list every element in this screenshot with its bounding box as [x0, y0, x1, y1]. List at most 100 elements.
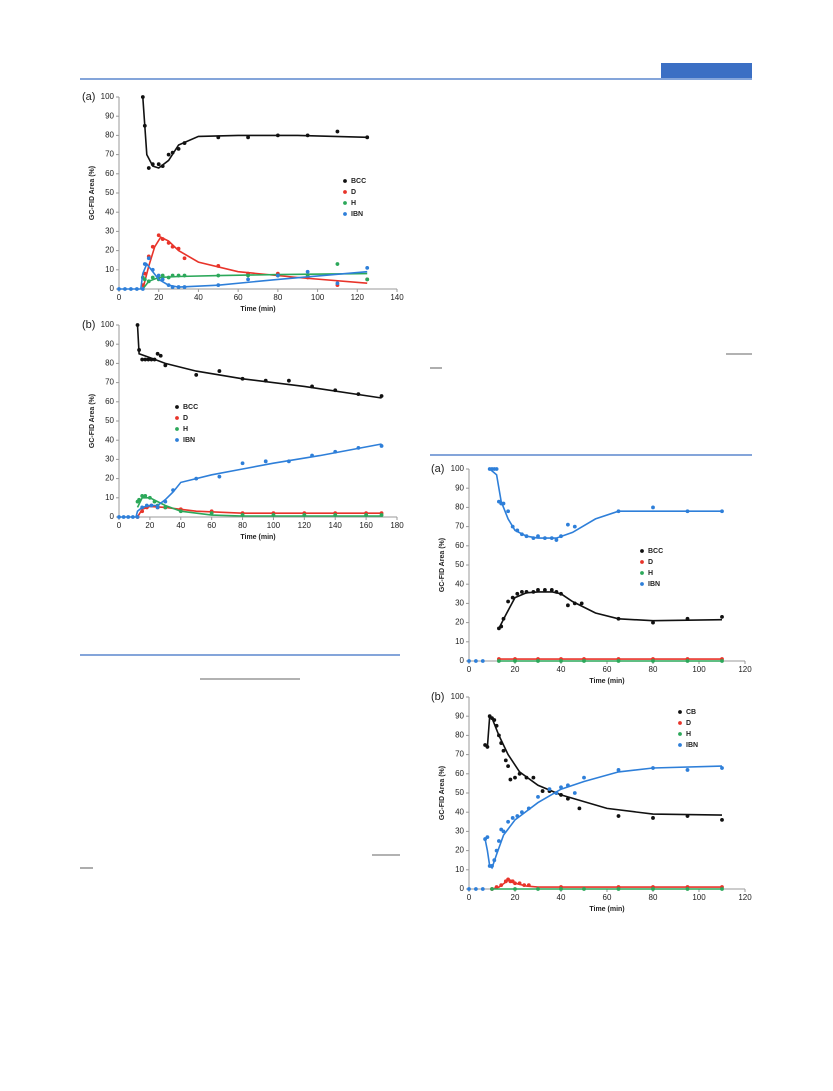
data-point	[379, 444, 384, 448]
data-point	[356, 445, 361, 450]
y-tick-label: 60	[455, 769, 464, 778]
data-point	[566, 796, 570, 801]
legend-label: BCC	[648, 548, 663, 555]
y-tick-label: 40	[105, 435, 114, 444]
data-point	[526, 806, 531, 811]
data-point	[524, 775, 529, 780]
data-point	[131, 515, 135, 519]
data-point	[182, 273, 187, 278]
data-point	[497, 659, 501, 663]
legend-label: CB	[686, 709, 696, 716]
data-point	[147, 495, 152, 500]
data-point	[616, 659, 621, 663]
data-point	[216, 135, 221, 140]
data-point	[554, 589, 559, 594]
data-point	[536, 794, 540, 799]
data-point	[559, 793, 563, 797]
data-point	[513, 775, 517, 780]
y-tick-label: 70	[105, 378, 114, 387]
data-point	[554, 791, 559, 795]
x-axis-title: Time (min)	[589, 906, 624, 913]
data-point	[497, 839, 501, 843]
y-tick-label: 30	[455, 827, 464, 836]
data-point	[501, 616, 506, 621]
data-point	[720, 817, 724, 822]
y-tick-label: 90	[455, 483, 464, 492]
data-point	[163, 505, 168, 510]
data-point	[540, 789, 545, 793]
data-point	[685, 887, 690, 891]
data-point	[170, 150, 175, 155]
data-point	[499, 883, 504, 888]
data-point	[474, 887, 478, 891]
y-axis-title: GC-FID Area (%)	[89, 166, 96, 220]
data-point	[559, 785, 563, 790]
data-point	[559, 591, 563, 596]
data-point	[501, 748, 506, 753]
data-point	[275, 273, 280, 278]
legend-marker	[640, 582, 644, 586]
data-point	[513, 887, 517, 891]
x-tick-label: 40	[176, 521, 185, 530]
x-tick-label: 0	[117, 521, 122, 530]
data-point	[543, 536, 547, 541]
data-point	[150, 162, 155, 167]
fit-line	[119, 262, 368, 290]
data-point	[559, 659, 563, 663]
data-point	[121, 515, 126, 519]
data-point	[182, 256, 187, 261]
x-tick-label: 100	[692, 893, 706, 902]
data-point	[171, 488, 175, 493]
legend-marker	[343, 190, 347, 194]
fit-line	[484, 714, 723, 816]
data-point	[178, 509, 183, 514]
y-tick-label: 100	[451, 692, 465, 701]
y-tick-label: 80	[105, 359, 114, 368]
data-point	[499, 741, 504, 745]
data-point	[150, 244, 155, 249]
data-point	[240, 376, 245, 381]
data-point	[146, 256, 151, 261]
data-point	[176, 285, 181, 289]
data-point	[536, 588, 540, 592]
data-point	[543, 588, 547, 592]
data-point	[616, 616, 621, 621]
data-point	[549, 588, 554, 592]
legend-label: D	[351, 189, 356, 196]
data-point	[524, 534, 529, 539]
legend-label: IBN	[351, 211, 363, 218]
y-axis-title: GC-FID Area (%)	[439, 538, 446, 592]
data-point	[170, 285, 175, 289]
data-point	[143, 357, 148, 362]
data-point	[520, 589, 524, 594]
data-point	[140, 357, 145, 362]
data-point	[142, 277, 147, 282]
data-point	[140, 505, 145, 510]
y-tick-label: 50	[105, 416, 114, 425]
data-point	[510, 816, 515, 820]
x-tick-label: 120	[351, 293, 365, 302]
data-point	[271, 513, 276, 517]
data-point	[335, 262, 340, 266]
x-tick-label: 140	[390, 293, 404, 302]
x-tick-label: 40	[557, 893, 566, 902]
data-point	[365, 265, 370, 270]
data-point	[685, 814, 690, 818]
data-point	[166, 152, 171, 157]
data-point	[536, 534, 540, 539]
data-point	[194, 373, 199, 377]
data-point	[474, 659, 478, 663]
data-point	[506, 819, 510, 824]
data-point	[216, 264, 221, 268]
data-point	[310, 384, 314, 389]
data-point	[152, 357, 157, 362]
data-point	[335, 281, 340, 286]
data-point	[501, 501, 506, 506]
data-point	[142, 123, 147, 128]
data-point	[135, 323, 140, 327]
data-point	[566, 783, 570, 788]
data-point	[160, 273, 165, 278]
